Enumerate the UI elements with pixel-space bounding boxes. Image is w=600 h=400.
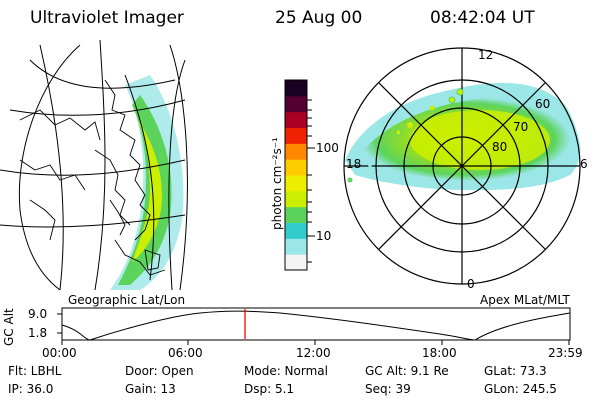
gc-alt-status: GC Alt: 9.1 Re — [365, 364, 449, 378]
altitude-xtick-1800: 18:00 — [422, 346, 457, 360]
colorbar-unit-label: photon cm⁻²s⁻¹ — [270, 137, 284, 230]
date-label: 25 Aug 00 — [275, 8, 363, 28]
colorbar-tick-10: 10 — [316, 229, 332, 243]
glat-status: GLat: 73.3 — [484, 364, 547, 378]
time-label: 08:42:04 UT — [430, 8, 535, 28]
mlt-label-12: 12 — [478, 48, 494, 62]
mlat-label-80: 80 — [492, 140, 508, 154]
geographic-map — [0, 40, 188, 290]
colorbar-cell — [285, 238, 307, 255]
colorbar-cell — [285, 222, 307, 239]
mlt-label-6: 6 — [580, 157, 588, 171]
mode-status: Mode: Normal — [244, 364, 328, 378]
colorbar-cell — [285, 143, 307, 160]
flt-status: Flt: LBHL — [8, 364, 62, 378]
geo-aurora-mid — [118, 95, 172, 285]
colorbar-cell — [285, 111, 307, 128]
altitude-xtick-1200: 12:00 — [296, 346, 331, 360]
colorbar-cell — [285, 159, 307, 176]
colorbar-cell — [285, 127, 307, 144]
ip-status: IP: 36.0 — [8, 382, 54, 396]
colorbar — [284, 79, 315, 271]
app-title: Ultraviolet Imager — [30, 8, 184, 28]
mlt-label-0: 0 — [467, 277, 475, 291]
altitude-xtick-2359: 23:59 — [548, 346, 583, 360]
polar-plot — [343, 47, 581, 285]
altitude-ytick-9: 9.0 — [28, 307, 48, 321]
colorbar-cell — [285, 254, 307, 271]
colorbar-cell — [285, 175, 307, 192]
gain-status: Gain: 13 — [125, 382, 176, 396]
geo-caption: Geographic Lat/Lon — [68, 293, 186, 307]
colorbar-cell — [285, 206, 307, 223]
altitude-xtick-0000: 00:00 — [42, 346, 77, 360]
altitude-plot — [57, 307, 571, 345]
polar-aurora-core — [410, 110, 550, 170]
colorbar-tick-100: 100 — [316, 141, 339, 155]
geo-aurora-core — [132, 120, 162, 262]
altitude-xtick-0600: 06:00 — [168, 346, 203, 360]
polar-scatter-dots — [347, 88, 464, 183]
colorbar-cell — [285, 95, 307, 113]
colorbar-cell — [285, 190, 307, 208]
colorbar-cell — [285, 80, 307, 97]
mlt-label-18: 18 — [346, 157, 362, 171]
dsp-status: Dsp: 5.1 — [244, 382, 295, 396]
seq-status: Seq: 39 — [365, 382, 411, 396]
glon-status: GLon: 245.5 — [484, 382, 557, 396]
door-status: Door: Open — [125, 364, 194, 378]
altitude-ylabel: GC Alt — [2, 308, 16, 346]
altitude-ytick-1-8: 1.8 — [28, 326, 48, 340]
mlat-label-70: 70 — [513, 120, 529, 134]
polar-caption: Apex MLat/MLT — [480, 293, 570, 307]
altitude-curve — [61, 310, 571, 341]
mlat-label-60: 60 — [535, 97, 551, 111]
